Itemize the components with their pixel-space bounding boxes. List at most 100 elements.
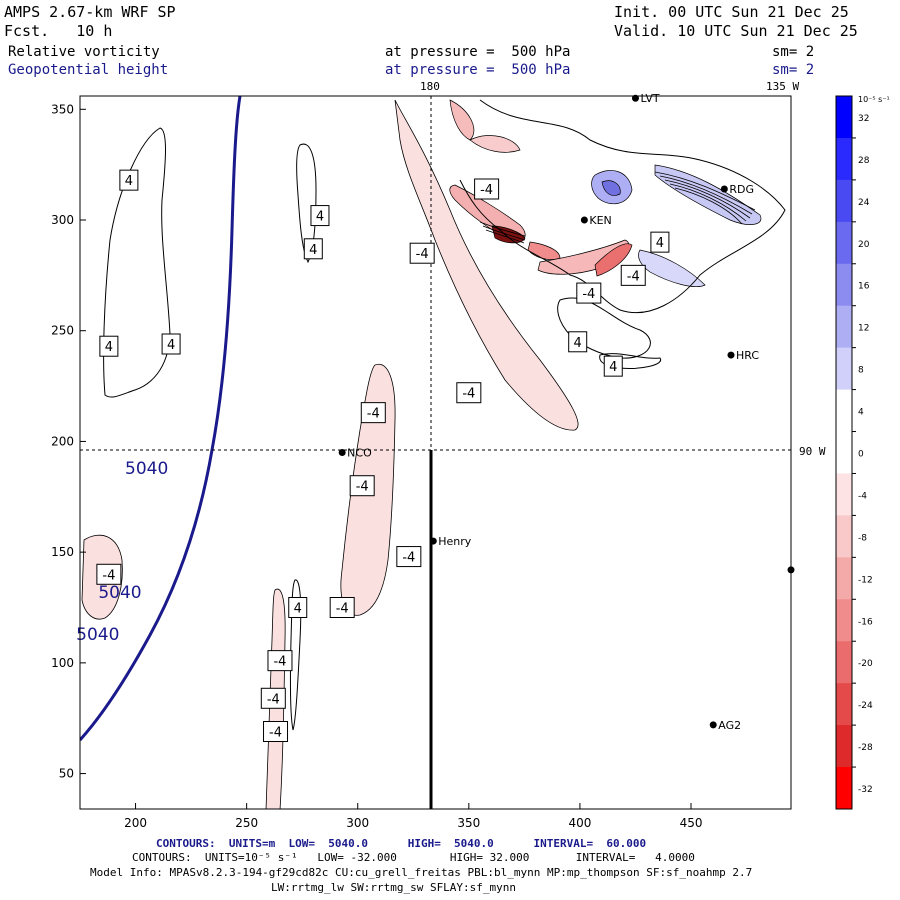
colorbar-label: 28 (858, 156, 870, 166)
colorbar-segment (836, 305, 852, 349)
station-label: NCO (347, 447, 372, 460)
colorbar-label: 8 (858, 366, 864, 376)
y-tick-label: 150 (51, 545, 74, 559)
negative-vorticity-top-streak (449, 99, 475, 141)
vorticity-label-box: -4 (96, 563, 122, 585)
y-tick-label: 200 (51, 434, 74, 448)
meridian-135w-label: 135 W (766, 80, 800, 93)
station-label: HRC (736, 349, 759, 362)
vorticity-label-box: -4 (260, 687, 286, 709)
colorbar-segment (836, 473, 852, 516)
colorbar: 32 28 24 20 16 12 8 4 0 -4 -8 -12 -16 -20 -24 -28 -32 10⁻… (835, 95, 890, 810)
colorbar-segment (836, 96, 852, 139)
field1-level: at pressure = 500 hPa (385, 44, 571, 60)
station-marker (429, 537, 437, 545)
positive-vorticity-contour-5 (557, 297, 651, 359)
x-tick-label: 250 (235, 816, 258, 830)
tight-contours-ken (479, 221, 526, 244)
meridian-180-label: 180 (420, 80, 440, 93)
colorbar-segment (836, 389, 852, 433)
vorticity-label-box: -4 (576, 282, 602, 304)
colorbar-unit: 10⁻⁵ s⁻¹ (858, 95, 890, 104)
vorticity-label-box: -4 (620, 264, 646, 286)
colorbar-segment (836, 263, 852, 307)
station-marker (709, 721, 717, 729)
vorticity-label-box: -4 (329, 597, 355, 618)
field1-smoothing: sm= 2 (772, 44, 815, 60)
vorticity-label: -4 (480, 183, 493, 198)
x-tick-label: 400 (568, 816, 591, 830)
model-title: AMPS 2.67-km WRF SP (4, 3, 176, 21)
vorticity-label-box: -4 (349, 475, 375, 497)
negative-vorticity-band-north (394, 99, 579, 431)
colorbar-label: 12 (858, 324, 869, 334)
colorbar-label: -8 (858, 533, 867, 543)
colorbar-segment (836, 683, 852, 726)
vorticity-label-box: -4 (396, 546, 422, 568)
vorticity-labels: 4 4 4 4 4 -4 -4 4 -4 -4 4 4 -4 -4 -4 -4 -4 -4 4 -4 -4 -4 (96, 169, 670, 742)
vorticity-label: -4 (402, 551, 415, 566)
negative-vorticity-streak-4 (594, 243, 633, 277)
vorticity-label: -4 (416, 247, 429, 262)
height-contour-label: 5040 (125, 459, 168, 479)
positive-vorticity-contour-2 (296, 143, 317, 264)
vorticity-label-box: -4 (263, 721, 289, 742)
colorbar-segment (836, 599, 852, 642)
colorbar-segment (836, 515, 852, 558)
vorticity-label: 4 (609, 360, 617, 375)
vorticity-label-box: 4 (161, 333, 181, 355)
y-tick-label: 250 (51, 324, 74, 338)
y-tick-label: 100 (51, 656, 74, 670)
height-labels: 5040 5040 5040 (76, 459, 168, 645)
height-low: LOW= 5040.0 (288, 837, 368, 850)
positive-vorticity-core-1-inner (601, 180, 621, 196)
x-tick-label: 200 (124, 816, 147, 830)
negative-vorticity-streak-2 (527, 241, 561, 260)
vorticity-label: -4 (356, 480, 369, 495)
field1-name: Relative vorticity (8, 44, 160, 60)
stations: LVT RDG KEN HRC NCO Henry AG2 (338, 92, 795, 732)
station-label: KEN (589, 214, 611, 227)
station-label: AG2 (718, 719, 741, 732)
plot-frame (79, 95, 792, 810)
model-info-physics: LW:rrtmg_lw SW:rrtmg_sw SFLAY:sf_mynn (271, 881, 517, 894)
colorbar-segment (836, 641, 852, 684)
colorbar-label: 4 (858, 408, 864, 418)
height-contour-label: 5040 (76, 625, 119, 645)
x-tick-label: 450 (680, 816, 703, 830)
vorticity-contour-info: CONTOURS: UNITS=10⁻⁵ s⁻¹ LOW= -32.000 HI… (132, 851, 695, 864)
x-tick-label: 300 (346, 816, 369, 830)
x-tick-label: 350 (457, 816, 480, 830)
colorbar-segment (836, 221, 852, 265)
vorticity-label-box: 4 (119, 169, 139, 191)
vorticity-label: -4 (462, 387, 475, 402)
field2-smoothing: sm= 2 (772, 62, 815, 78)
tight-contours-rdg (654, 171, 756, 225)
vorticity-label-box: 4 (288, 597, 308, 618)
positive-vorticity-contour-1 (103, 127, 171, 398)
height-contour-label: 5040 (98, 583, 141, 603)
positive-vorticity-core-2 (654, 164, 762, 225)
colorbar-segment (836, 431, 852, 474)
positive-vorticity-contour-4 (459, 99, 786, 314)
colorbar-label: -16 (858, 617, 873, 627)
colorbar-label: -32 (858, 785, 873, 795)
colorbar-label: -28 (858, 743, 873, 753)
station-marker (580, 216, 588, 224)
field2-name: Geopotential height (8, 62, 169, 78)
colorbar-label: 24 (858, 198, 870, 208)
colorbar-label: 0 (858, 450, 864, 460)
vorticity-label: -4 (267, 692, 280, 707)
positive-vorticity-contour-6 (599, 353, 662, 369)
height-interval: INTERVAL= 60.000 (533, 837, 647, 850)
colorbar-segment (836, 557, 852, 600)
y-tick-label: 300 (51, 213, 74, 227)
x-axis: 200 250 300 350 400 450 (124, 803, 702, 830)
height-units: UNITS=m (228, 837, 276, 850)
colorbar-label: -24 (858, 701, 873, 711)
height-contours-label: CONTOURS: (156, 837, 216, 850)
vorticity-label-box: -4 (409, 242, 435, 264)
colorbar-label: -4 (858, 491, 867, 501)
colorbar-segment (836, 179, 852, 223)
